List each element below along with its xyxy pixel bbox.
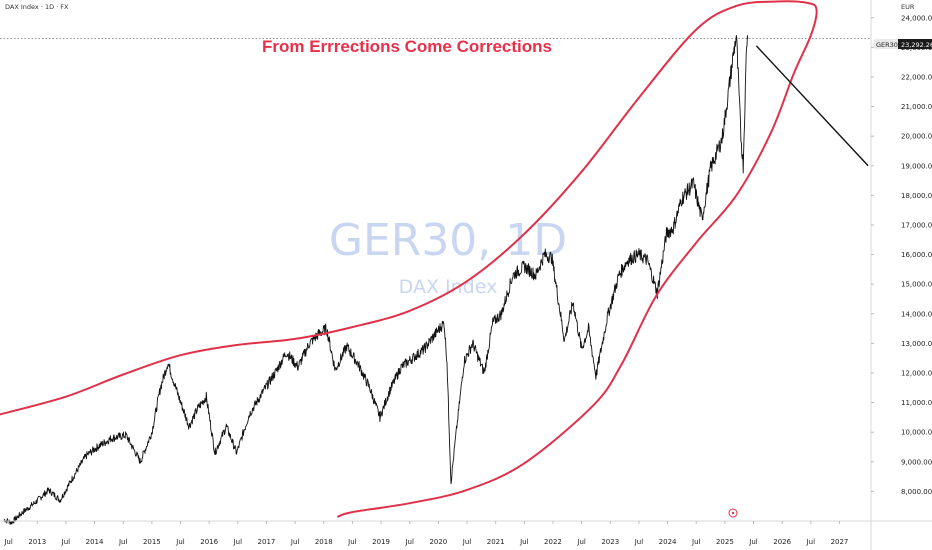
last-price-text: 23,292.26 [901,41,932,49]
x-tick-label: Jul [175,538,185,546]
x-tick-label: Jul [576,538,586,546]
x-tick-label: 2021 [487,538,505,546]
watermark-name: DAX Index [399,276,498,298]
y-tick-label: 8,000.00 [901,488,932,496]
x-tick-label: 2027 [831,538,849,546]
x-tick-label: Jul [748,538,758,546]
ticker-tag [874,39,898,49]
trade-annotation: From Errrections Come Corrections [262,37,552,56]
y-tick-label: 15,000.00 [901,281,932,289]
x-tick-label: Jul [61,538,71,546]
x-tick-label: Jul [519,538,529,546]
replay-marker-dot [731,511,735,515]
watermark-symbol: GER30, 1D [329,215,567,266]
symbol-legend: DAX Index · 1D · FX [5,3,69,11]
y-tick-label: 22,000.00 [901,73,932,81]
x-tick-label: Jul [634,538,644,546]
y-tick-label: 13,000.00 [901,340,932,348]
projection-line[interactable] [755,45,869,167]
y-tick-label: 9,000.00 [901,458,932,466]
x-tick-label: 2023 [601,538,619,546]
x-tick-label: 2026 [773,538,791,546]
replay-marker[interactable] [728,508,738,518]
y-tick-label: 12,000.00 [901,369,932,377]
y-tick-label: 19,000.00 [901,162,932,170]
x-tick-label: Jul [347,538,357,546]
x-tick-label: 2024 [659,538,677,546]
x-tick-label: 2015 [143,538,161,546]
y-tick-label: 11,000.00 [901,399,932,407]
y-tick-label: 17,000.00 [901,221,932,229]
time-axis[interactable]: Jul 2013 Jul 2014 Jul 2015 Jul 2016 Jul 2017 Jul 20… [3,521,848,546]
x-tick-label: Jul [233,538,243,546]
y-tick-label: 14,000.00 [901,310,932,318]
currency-label: EUR [901,3,915,11]
ticker-tag-text: GER30 [876,41,898,49]
x-tick-label: Jul [118,538,128,546]
y-tick-label: 10,000.00 [901,429,932,437]
y-tick-label: 18,000.00 [901,192,932,200]
x-tick-label: Jul [404,538,414,546]
x-tick-label: Jul [290,538,300,546]
x-tick-label: Jul [691,538,701,546]
x-tick-label: 2018 [315,538,333,546]
y-tick-label: 20,000.00 [901,133,932,141]
x-tick-label: 2022 [544,538,562,546]
last-price-badge [898,39,932,49]
y-tick-label: 24,000.00 [901,14,932,22]
x-tick-label: 2025 [716,538,734,546]
x-tick-label: 2014 [86,538,104,546]
price-series-line [3,35,749,525]
x-tick-label: 2013 [28,538,46,546]
x-tick-label: 2019 [372,538,390,546]
x-tick-label: Jul [462,538,472,546]
replay-marker-ring[interactable] [728,508,738,518]
x-tick-label: 2016 [200,538,218,546]
x-tick-label: 2020 [429,538,447,546]
x-tick-label: 2017 [258,538,276,546]
x-tick-label: Jul [3,538,13,546]
price-labels: GER30 23,292.26 [874,39,932,49]
y-tick-label: 21,000.00 [901,103,932,111]
plot-area[interactable] [0,0,871,525]
watermark: GER30, 1D DAX Index [329,215,567,298]
x-tick-label: Jul [806,538,816,546]
y-tick-label: 16,000.00 [901,251,932,259]
channel-curve[interactable] [0,0,818,518]
